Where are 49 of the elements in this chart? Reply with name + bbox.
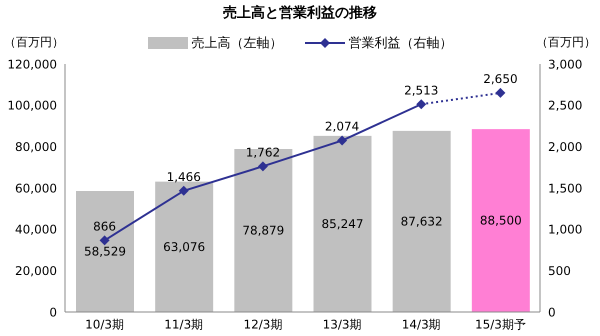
data-label: 1,466 [166,170,201,184]
y2-tick-label: 2,500 [548,98,582,113]
point [337,136,348,146]
point [416,99,426,110]
x-tick-label: 11/3期 [164,318,204,332]
y2-tick-label: 1,000 [548,222,582,237]
y2-tick-label: 0 [548,305,556,320]
data-label: 1,762 [246,145,280,160]
data-label: 866 [93,219,116,234]
data-label: 87,632 [400,214,443,228]
x-tick-label: 14/3期 [402,318,441,332]
x-tick-label: 13/3期 [322,318,362,332]
y2-tick-label: 1,500 [548,181,582,196]
bar [392,130,451,312]
bar [314,136,372,312]
bar [76,191,134,312]
y2-tick-label: 3,000 [548,57,582,72]
point [495,88,506,98]
legend-label: 売上高（左軸） [192,35,282,52]
y-tick-label: 40,000 [15,222,57,237]
data-label: 85,247 [322,216,364,231]
y2-tick-label: 500 [548,264,571,278]
y-tick-label: 0 [49,305,57,320]
bar [472,129,530,312]
y-tick-label: 100,000 [7,98,57,113]
data-label: 2,513 [404,83,438,98]
y-axis-title: （百万円） [4,34,64,51]
point [100,235,110,246]
y2-tick-label: 2,000 [548,140,582,154]
x-tick-label: 12/3期 [243,318,282,332]
y2-axis-title: （百万円） [536,34,596,51]
chart-title: 売上高と営業利益の推移 [222,4,378,22]
data-label: 78,879 [242,223,284,238]
y-tick-label: 80,000 [15,140,57,154]
data-label: 2,074 [324,120,360,134]
point [178,186,189,196]
data-label: 58,529 [84,244,126,259]
x-tick-label: 10/3期 [85,318,124,332]
data-label: 63,076 [163,240,206,254]
bar [234,148,292,312]
y-tick-label: 120,000 [7,57,57,72]
data-label: 88,500 [480,214,522,228]
y-tick-label: 60,000 [15,181,57,196]
point [258,161,268,172]
data-label: 2,650 [483,72,518,86]
legend-label: 営業利益（右軸） [348,35,452,52]
y-tick-label: 20,000 [15,264,57,278]
bar [155,182,214,312]
x-tick-label: 15/3期予 [474,318,526,332]
